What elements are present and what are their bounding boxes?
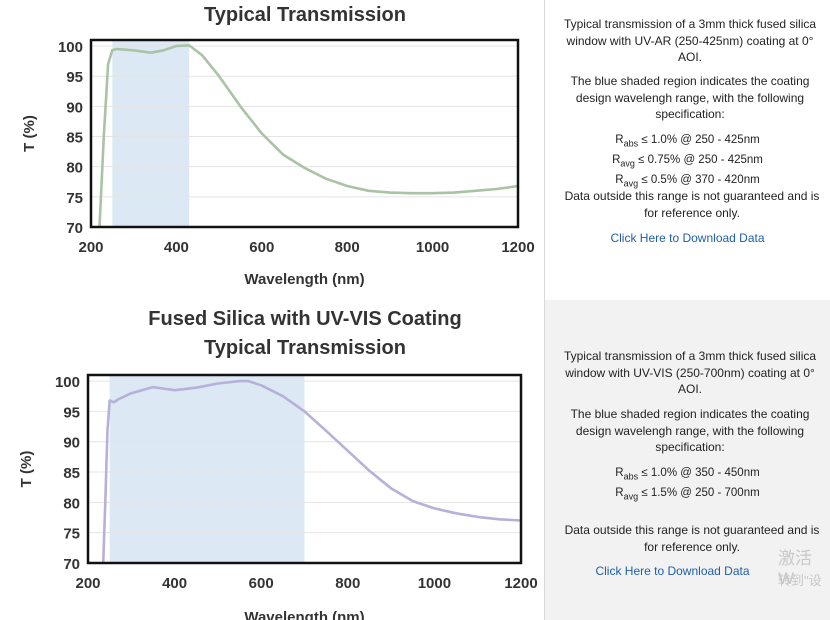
y-tick-label: 80 — [66, 160, 83, 177]
chart-title: Fused Silica with UV-VIS Coating — [148, 308, 461, 330]
disclaimer: Data outside this range is not guarantee… — [564, 189, 820, 220]
y-tick-label: 70 — [66, 220, 83, 237]
disclaimer: Data outside this range is not guarantee… — [564, 523, 820, 554]
coating-range-shade — [109, 375, 305, 563]
plot-frame — [86, 373, 523, 565]
x-tick-label: 200 — [78, 239, 103, 256]
chart-subtitle: Typical Transmission — [204, 337, 406, 359]
x-axis-label: Wavelength (nm) — [244, 609, 364, 620]
transmission-series-line — [101, 379, 522, 564]
plot-frame — [89, 38, 520, 229]
shade-note: The blue shaded region indicates the coa… — [570, 407, 810, 454]
spec-line-3: Ravg ≤ 0.5% @ 370 - 420nm — [615, 173, 760, 188]
y-tick-label: 75 — [63, 526, 80, 543]
x-tick-label: 1200 — [501, 239, 534, 256]
y-tick-label: 90 — [63, 435, 80, 452]
chart-cell-1: 70 75 80 85 90 95 100 200 400 600 800 1000 1200 Wavel… — [0, 0, 545, 300]
chart-row-2: 70 75 80 85 90 95 100 200 400 600 800 1000 1200 Wavel… — [0, 300, 830, 620]
y-tick-label: 75 — [66, 190, 83, 207]
chart-description: Typical transmission of a 3mm thick fuse… — [563, 17, 817, 64]
y-tick-label: 95 — [66, 69, 83, 86]
x-tick-label: 800 — [335, 575, 360, 592]
chart-title: Typical Transmission — [204, 4, 406, 26]
download-data-link[interactable]: Click Here to Download Data — [610, 231, 765, 245]
y-tick-label: 70 — [63, 556, 80, 573]
y-axis-label: T (%) — [18, 451, 35, 488]
y-tick-label: 100 — [55, 374, 80, 391]
y-tick-label: 85 — [66, 130, 83, 147]
x-tick-label: 1000 — [416, 239, 449, 256]
y-tick-label: 100 — [58, 39, 83, 56]
x-tick-label: 1200 — [504, 575, 537, 592]
spec-line-1: Rabs ≤ 1.0% @ 350 - 450nm — [615, 467, 760, 482]
spec-line-2: Ravg ≤ 0.75% @ 250 - 425nm — [612, 153, 763, 169]
info-cell-1: Typical transmission of a 3mm thick fuse… — [545, 0, 830, 300]
spec-list: Rabs ≤ 1.0% @ 350 - 450nm Ravg ≤ 1.5% @ … — [545, 465, 830, 505]
y-tick-label: 85 — [63, 465, 80, 482]
coating-range-shade — [112, 40, 190, 227]
chart-description: Typical transmission of a 3mm thick fuse… — [563, 349, 817, 396]
transmission-series-line — [98, 44, 519, 228]
x-tick-label: 200 — [75, 575, 100, 592]
shade-note: The blue shaded region indicates the coa… — [570, 74, 810, 121]
x-tick-label: 400 — [162, 575, 187, 592]
x-tick-label: 600 — [249, 239, 274, 256]
y-tick-label: 90 — [66, 99, 83, 116]
chart-cell-2: 70 75 80 85 90 95 100 200 400 600 800 1000 1200 Wavel… — [0, 300, 545, 620]
spec-line-1: Rabs ≤ 1.0% @ 250 - 425nm — [615, 134, 760, 149]
y-axis-label: T (%) — [21, 115, 38, 152]
x-tick-label: 400 — [164, 239, 189, 256]
x-axis-label: Wavelength (nm) — [244, 271, 364, 288]
spec-line-2: Ravg ≤ 1.5% @ 250 - 700nm — [615, 486, 760, 502]
activation-watermark-sub: 转到"设 — [778, 573, 822, 588]
transmission-chart-uv-ar: 70 75 80 85 90 95 100 200 400 600 800 1000 1200 Wavel… — [21, 4, 535, 288]
x-tick-label: 600 — [249, 575, 274, 592]
info-cell-2: Typical transmission of a 3mm thick fuse… — [545, 300, 830, 620]
x-tick-label: 800 — [335, 239, 360, 256]
download-data-link[interactable]: Click Here to Download Data — [595, 564, 750, 578]
spec-list: Rabs ≤ 1.0% @ 250 - 425nm Ravg ≤ 0.75% @… — [545, 132, 830, 191]
activation-watermark: 激活 W — [778, 549, 812, 588]
y-tick-label: 95 — [63, 404, 80, 421]
transmission-chart-uv-vis: 70 75 80 85 90 95 100 200 400 600 800 1000 1200 Wavel… — [18, 308, 538, 620]
x-tick-label: 1000 — [418, 575, 451, 592]
y-tick-label: 80 — [63, 495, 80, 512]
chart-row-1: 70 75 80 85 90 95 100 200 400 600 800 1000 1200 Wavel… — [0, 0, 830, 301]
